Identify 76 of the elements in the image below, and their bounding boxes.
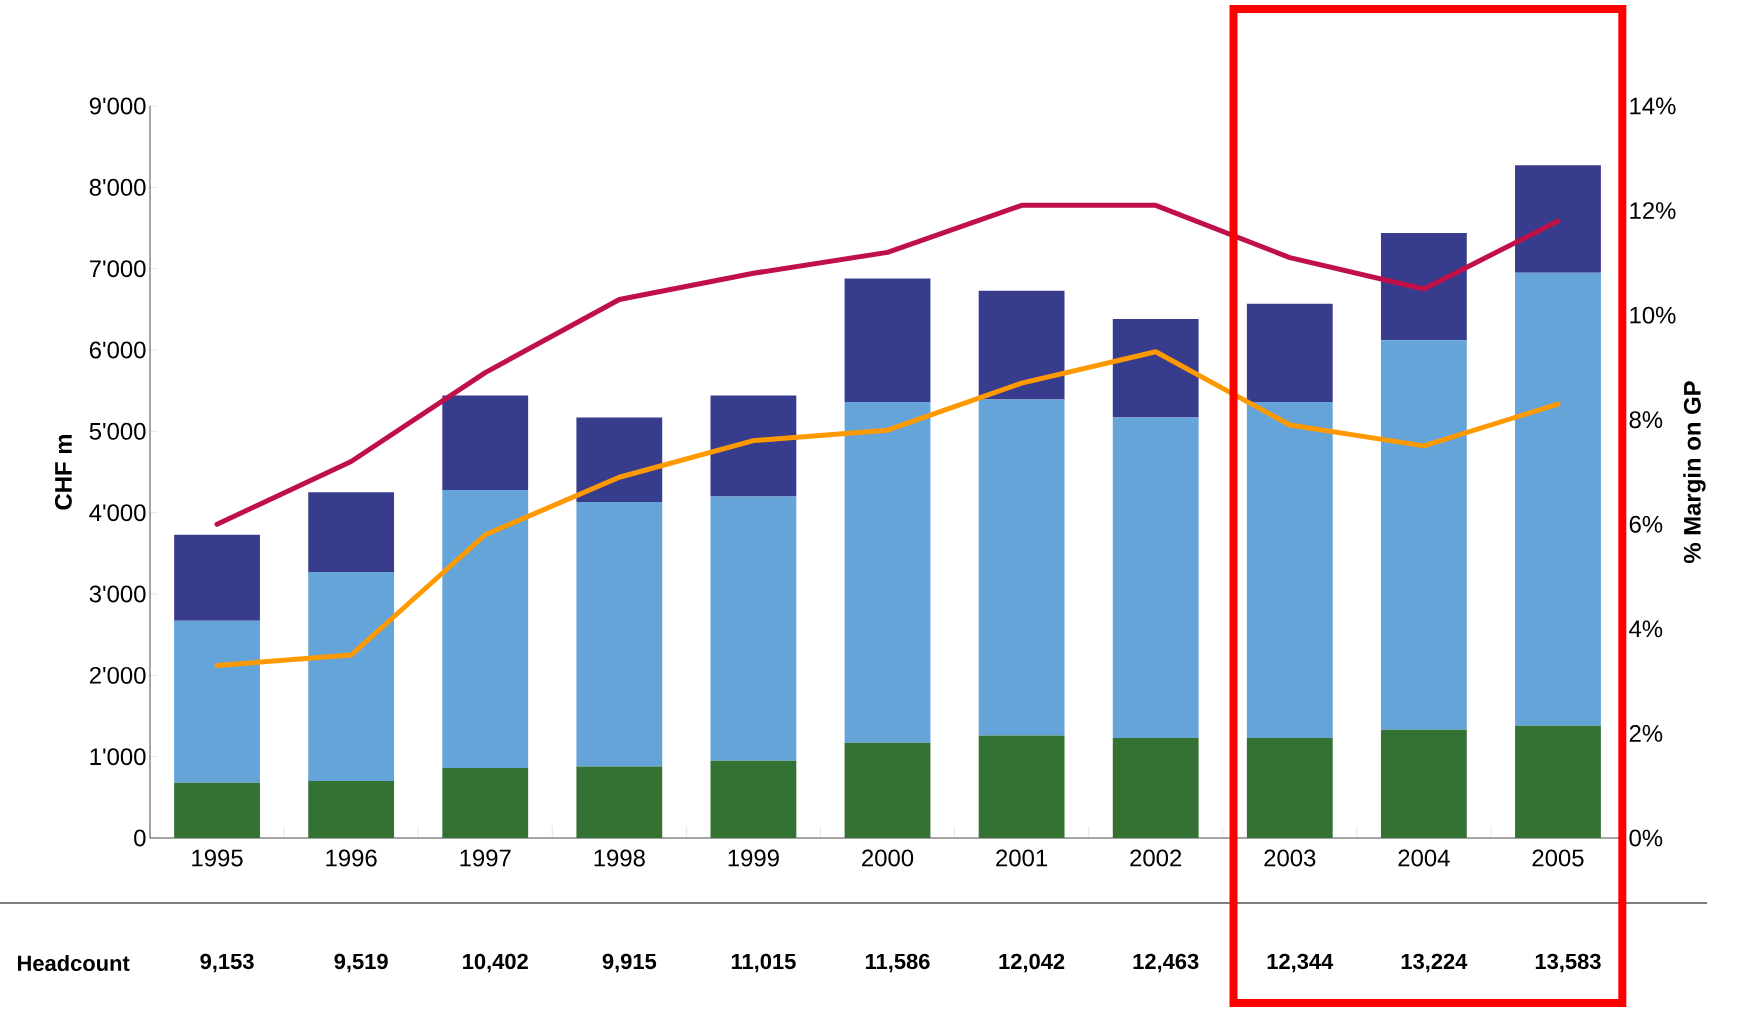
bar <box>844 402 931 743</box>
y-tick-label: 0 <box>134 829 146 847</box>
bar <box>978 290 1065 400</box>
bar <box>978 735 1065 838</box>
text: Headcount <box>17 954 130 972</box>
bar <box>1380 232 1467 341</box>
text: 12,042 <box>999 953 1065 973</box>
bar <box>1112 319 1199 418</box>
bar <box>174 534 260 621</box>
text: 11,015 <box>731 953 796 973</box>
y-tick-label: 4'000 <box>89 504 146 522</box>
bar <box>442 768 529 838</box>
bar <box>1380 340 1467 730</box>
y2-tick-label: 4% <box>1629 620 1663 638</box>
x-tick-label: 2004 <box>1398 849 1450 867</box>
x-tick-label: 1996 <box>326 849 377 867</box>
bar <box>710 395 797 497</box>
y2-tick-label: 14% <box>1630 97 1676 115</box>
bar <box>1515 272 1601 726</box>
x-tick-label: 2001 <box>996 849 1048 867</box>
x-tick-label: 2005 <box>1532 849 1584 867</box>
y-tick-label: 8'000 <box>89 178 146 196</box>
y2-tick-label: 12% <box>1630 202 1676 219</box>
x-tick-label: 2000 <box>862 849 914 867</box>
y2-tick-label: 2% <box>1629 725 1663 742</box>
bar <box>576 766 663 838</box>
bar <box>308 492 395 573</box>
x-tick-label: 1995 <box>192 849 243 867</box>
text: 12,463 <box>1133 953 1199 973</box>
bar <box>1515 725 1601 838</box>
text: 11,586 <box>865 953 930 973</box>
x-tick-label: 2003 <box>1264 849 1316 867</box>
y-tick-label: 9'000 <box>89 97 146 115</box>
bar <box>1112 417 1199 738</box>
text: 9,519 <box>334 953 388 973</box>
y2-tick-label: 6% <box>1629 515 1663 533</box>
y2-tick-label: 10% <box>1630 306 1676 324</box>
bar <box>844 742 931 838</box>
bar <box>710 496 797 761</box>
bar <box>174 620 260 783</box>
y-tick-label: 3'000 <box>89 585 146 603</box>
bar <box>1515 165 1601 273</box>
bar <box>1246 737 1333 838</box>
y-axis-title: CHF m <box>54 434 72 510</box>
bar <box>1380 729 1467 838</box>
text: 10,402 <box>463 953 528 973</box>
y-tick-label: 7'000 <box>89 260 146 278</box>
bar <box>1246 402 1333 738</box>
x-tick-label: 1998 <box>594 849 645 867</box>
bar <box>308 781 395 838</box>
y-tick-label: 5'000 <box>89 422 146 440</box>
text: 9,915 <box>602 953 657 973</box>
x-tick-label: 1999 <box>728 849 779 867</box>
y2-tick-label: 8% <box>1629 411 1663 429</box>
bar <box>442 489 529 769</box>
x-tick-label: 2002 <box>1130 849 1182 867</box>
bar <box>442 395 529 490</box>
text: 9,153 <box>200 953 254 973</box>
bar <box>576 417 663 503</box>
y2-axis-title: % Margin on GP <box>1683 381 1706 564</box>
bar <box>308 572 395 782</box>
bar <box>710 760 797 838</box>
y-tick-label: 1'000 <box>90 748 146 766</box>
bar <box>1112 737 1199 838</box>
bar <box>1246 303 1333 403</box>
y-tick-label: 6'000 <box>89 341 146 359</box>
bar <box>576 502 663 767</box>
text: 13,583 <box>1535 953 1601 973</box>
text: 13,224 <box>1401 953 1468 973</box>
text: 12,344 <box>1267 953 1334 973</box>
y2-tick-label: 0% <box>1629 829 1663 847</box>
x-tick-label: 1997 <box>460 849 511 867</box>
bar <box>844 278 931 403</box>
y-tick-label: 2'000 <box>89 666 146 684</box>
bar <box>174 782 260 838</box>
bar <box>978 399 1065 736</box>
